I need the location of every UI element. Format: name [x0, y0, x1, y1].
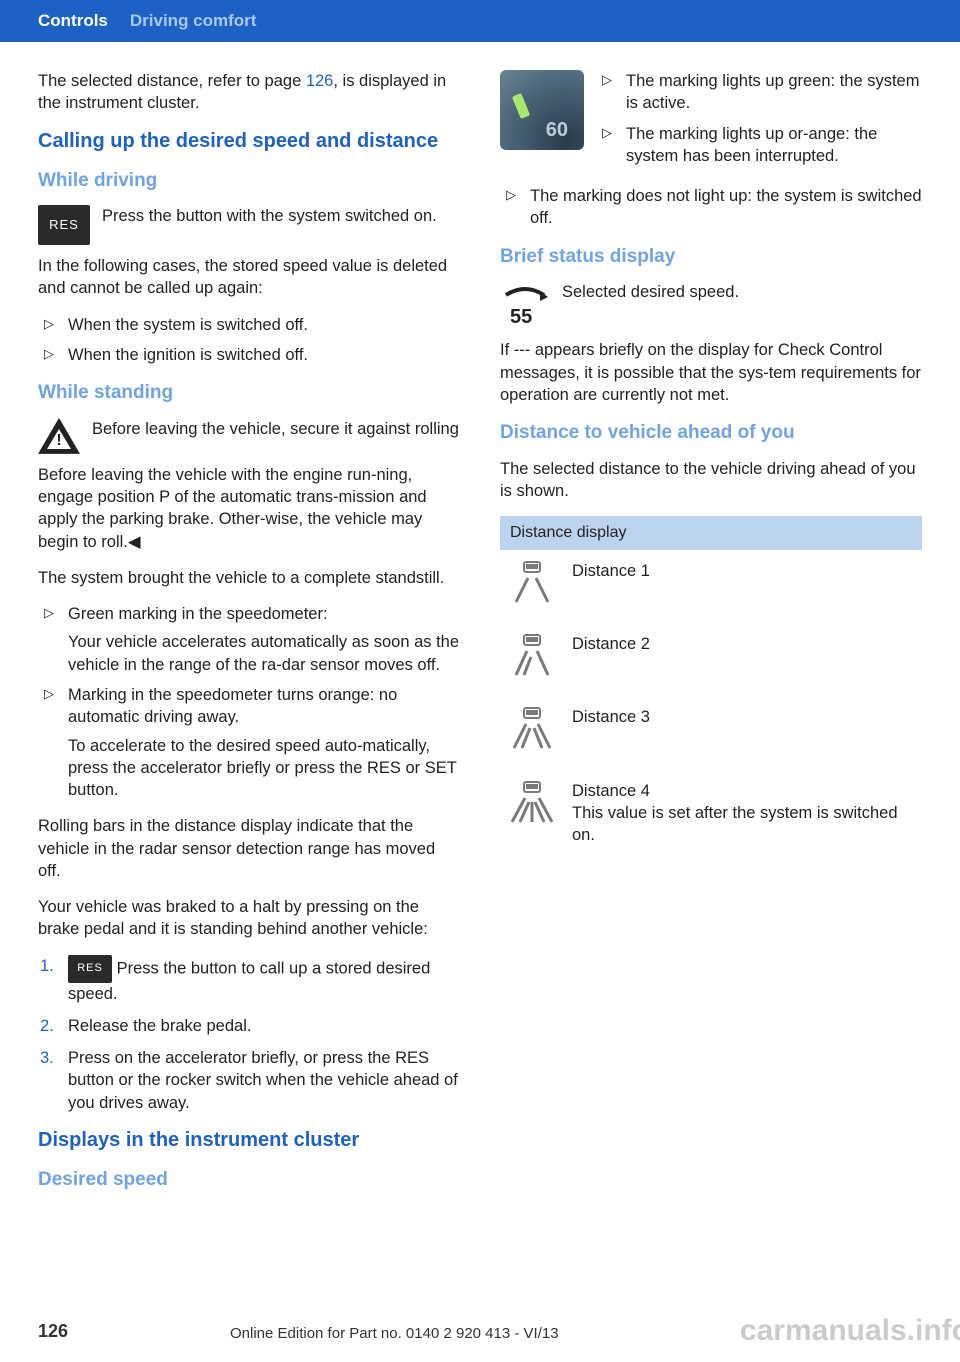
heading-desired-speed: Desired speed: [38, 1167, 460, 1193]
text: To accelerate to the desired speed auto‐…: [68, 735, 460, 802]
footer-line: Online Edition for Part no. 0140 2 920 4…: [230, 1325, 559, 1342]
text: Distance 4: [572, 782, 650, 800]
list-item: When the system is switched off.: [38, 314, 460, 336]
table-cell: Distance 3: [564, 695, 922, 768]
res-button-icon: RES: [38, 205, 90, 245]
heading-while-standing: While standing: [38, 380, 460, 406]
res-button-icon: RES: [68, 955, 112, 983]
table-row: Distance 3: [500, 695, 922, 768]
list-item: 3. Press on the accelerator briefly, or …: [38, 1047, 460, 1114]
bullet-list: When the system is switched off. When th…: [38, 314, 460, 367]
status-text: Selected desired speed.: [562, 281, 922, 329]
table-cell: Distance 2: [564, 622, 922, 695]
intro-paragraph: The selected distance, refer to page 126…: [38, 70, 460, 115]
page-header: Controls Driving comfort: [0, 0, 960, 42]
text: Marking in the speedometer turns orange:…: [68, 686, 397, 726]
heading-distance: Distance to vehicle ahead of you: [500, 420, 922, 446]
status-number: 55: [510, 306, 532, 328]
heading-while-driving: While driving: [38, 168, 460, 194]
list-item: The marking lights up green: the system …: [596, 70, 922, 115]
paragraph: Rolling bars in the distance display ind…: [38, 815, 460, 882]
warning-row: ! Before leaving the vehicle, secure it …: [38, 418, 460, 454]
text: Press the button to call up a stored des…: [68, 959, 430, 1003]
table-row: Distance 2: [500, 622, 922, 695]
watermark: carmanuals.info: [740, 1314, 960, 1348]
text: The selected distance, refer to page: [38, 72, 306, 90]
list-item: The marking lights up or‐ange: the syste…: [596, 123, 922, 168]
heading-displays: Displays in the instrument cluster: [38, 1128, 460, 1153]
list-item: Marking in the speedometer turns orange:…: [38, 684, 460, 801]
paragraph: Before leaving the vehicle with the engi…: [38, 464, 460, 553]
step-number: 2.: [40, 1015, 54, 1037]
heading-brief-status: Brief status display: [500, 244, 922, 270]
paragraph: If --- appears briefly on the display fo…: [500, 339, 922, 406]
table-cell: Distance 4 This value is set after the s…: [564, 768, 922, 858]
distance-2-icon: [508, 633, 556, 677]
paragraph: In the following cases, the stored speed…: [38, 255, 460, 300]
text: Release the brake pedal.: [68, 1017, 251, 1035]
heading-calling-up: Calling up the desired speed and distanc…: [38, 129, 460, 154]
step-number: 3.: [40, 1047, 54, 1069]
speedometer-row: 60 The marking lights up green: the syst…: [500, 70, 922, 175]
speedometer-icon: 60: [500, 70, 584, 150]
text: Your vehicle accelerates automatically a…: [68, 631, 460, 676]
page-link-126[interactable]: 126: [306, 72, 334, 90]
warning-triangle-icon: !: [38, 418, 80, 454]
text: Green marking in the speedometer:: [68, 605, 328, 623]
paragraph: Your vehicle was braked to a halt by pre…: [38, 896, 460, 941]
page-content: The selected distance, refer to page 126…: [0, 42, 960, 1272]
distance-3-icon: [508, 706, 556, 750]
bullet-list: Green marking in the speedometer: Your v…: [38, 603, 460, 801]
distance-4-icon: [508, 780, 556, 824]
speed-status-icon: 55: [500, 281, 550, 329]
res-button-text: Press the button with the system switche…: [102, 205, 460, 245]
page-number: 126: [38, 1321, 68, 1342]
table-header: Distance display: [500, 516, 922, 550]
warning-text: Before leaving the vehicle, secure it ag…: [92, 418, 460, 454]
status-row: 55 Selected desired speed.: [500, 281, 922, 329]
distance-1-icon: [508, 560, 556, 604]
list-item: 1. RES Press the button to call up a sto…: [38, 955, 460, 1005]
list-item: The marking does not light up: the syste…: [500, 185, 922, 230]
text: This value is set after the system is sw…: [572, 804, 898, 844]
table-row: Distance 1: [500, 550, 922, 622]
distance-table: Distance display Distance 1 Distance 2 D…: [500, 516, 922, 859]
res-button-row: RES Press the button with the system swi…: [38, 205, 460, 245]
paragraph: The system brought the vehicle to a comp…: [38, 567, 460, 589]
speedometer-bullets: The marking lights up green: the system …: [596, 70, 922, 175]
step-number: 1.: [40, 955, 54, 977]
paragraph: The selected distance to the vehicle dri…: [500, 458, 922, 503]
header-subsection: Driving comfort: [130, 11, 257, 31]
table-row: Distance 4 This value is set after the s…: [500, 768, 922, 858]
list-item: 2. Release the brake pedal.: [38, 1015, 460, 1037]
list-item: Green marking in the speedometer: Your v…: [38, 603, 460, 676]
text: Press on the accelerator briefly, or pre…: [68, 1049, 458, 1112]
list-item: When the ignition is switched off.: [38, 344, 460, 366]
bullet-list: The marking does not light up: the syste…: [500, 185, 922, 230]
table-cell: Distance 1: [564, 550, 922, 622]
ordered-list: 1. RES Press the button to call up a sto…: [38, 955, 460, 1114]
header-section: Controls: [38, 11, 108, 31]
